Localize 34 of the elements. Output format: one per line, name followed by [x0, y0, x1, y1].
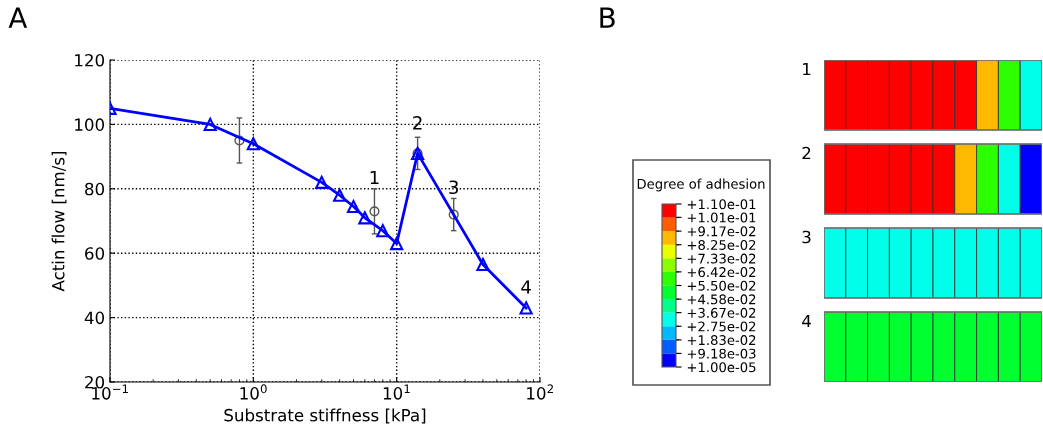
y-tick-label: 3	[802, 230, 811, 244]
y-tick-label: 120	[75, 53, 105, 67]
text: A	[8, 7, 28, 28]
color-bar-label: +1.83e-02	[687, 335, 756, 346]
x-axis-title: Substrate stiffness [kPa]	[224, 408, 426, 424]
color-bar-label: +5.50e-02	[687, 280, 756, 291]
color-bar-label: +9.17e-02	[687, 226, 756, 237]
color-bar-label: +1.10e-01	[687, 199, 756, 210]
y-tick-label: 100	[75, 118, 105, 131]
color-bar-label: +3.67e-02	[687, 307, 756, 318]
color-bar-label: +6.42e-02	[687, 267, 756, 278]
annotation: 4	[521, 280, 531, 294]
color-bar-label: +2.75e-02	[687, 321, 756, 332]
color-bar-label: +1.00e-05	[687, 362, 756, 373]
y-tick-label: 60	[85, 247, 105, 260]
annotation: 3	[449, 180, 458, 195]
y-tick-label: 4	[802, 314, 811, 328]
y-axis-title: Actin flow [nm/s]	[51, 151, 67, 292]
y-tick-label: 80	[85, 182, 105, 196]
text: B	[600, 7, 615, 28]
color-bar-label: +4.58e-02	[687, 294, 756, 305]
x-tick-label: 10$^{2}$	[527, 384, 553, 400]
x-tick-label: 10$^{0}$	[240, 384, 267, 400]
color-bar-label: +8.25e-02	[687, 239, 756, 250]
color-bar-title: Degree of adhesion	[637, 178, 765, 192]
y-tick-label: 1	[803, 62, 811, 76]
x-tick-label: 10$^{1}$	[383, 384, 410, 400]
annotation: 2	[413, 115, 422, 130]
y-tick-label: 2	[802, 146, 811, 160]
color-bar-label: +1.01e-01	[687, 212, 756, 223]
y-tick-label: 40	[84, 311, 105, 325]
color-bar-label: +9.18e-03	[687, 348, 756, 359]
annotation: 1	[370, 170, 379, 185]
color-bar-label: +7.33e-02	[687, 253, 756, 264]
